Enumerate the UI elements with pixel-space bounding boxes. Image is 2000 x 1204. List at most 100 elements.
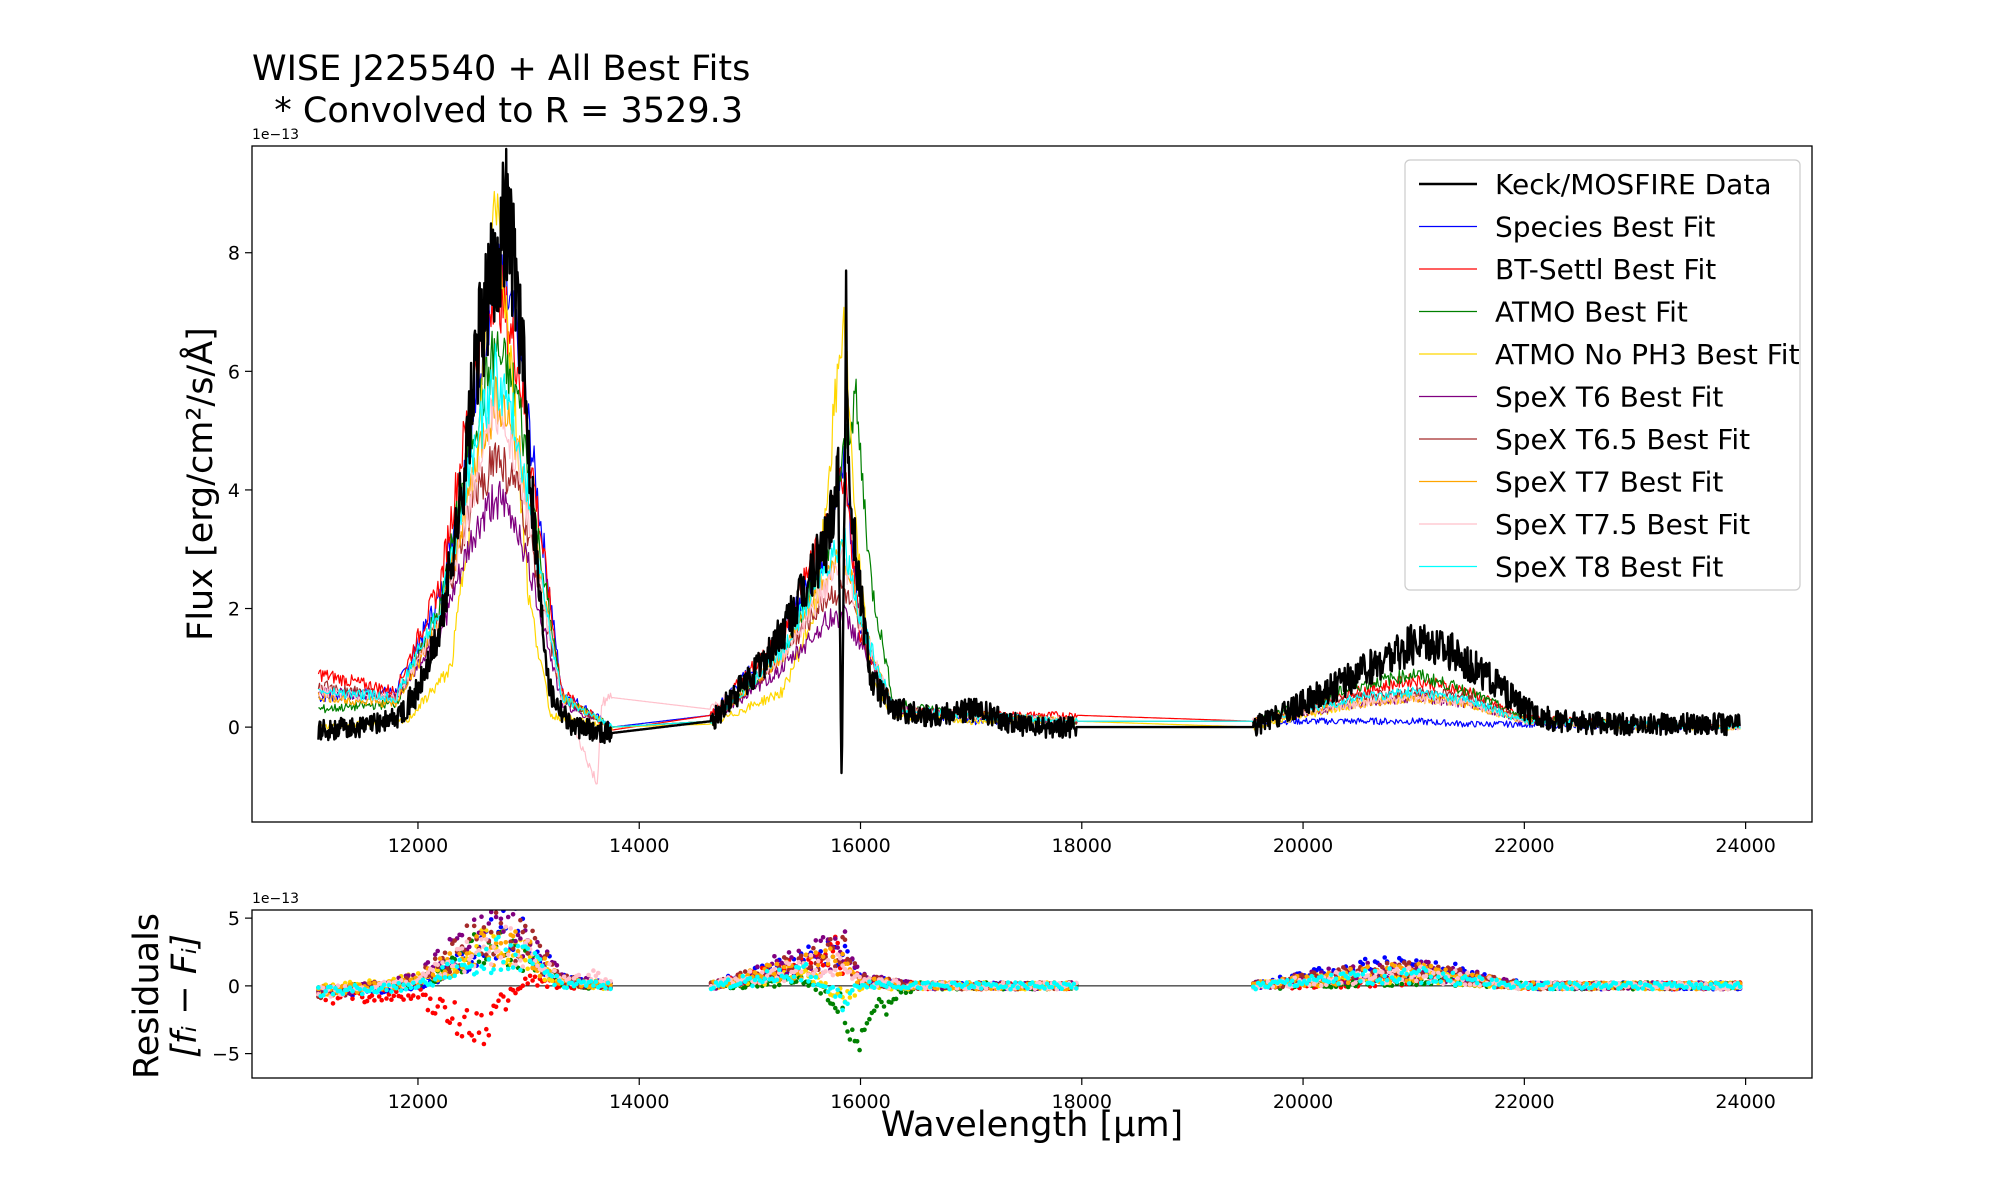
residual-point: [1659, 985, 1665, 991]
residual-point: [1358, 979, 1363, 984]
residual-point: [428, 996, 433, 1001]
residual-point: [501, 959, 506, 965]
residual-point: [513, 952, 518, 958]
residual-point: [1423, 973, 1429, 979]
residual-point: [857, 1047, 862, 1053]
residual-point: [423, 992, 428, 998]
residual-point: [825, 997, 831, 1003]
residual-point: [879, 999, 884, 1005]
residual-point: [1394, 966, 1400, 972]
residual-point: [1287, 982, 1293, 987]
residual-point: [842, 937, 848, 942]
residual-point: [789, 979, 794, 984]
residual-point: [321, 992, 326, 998]
main-y-offset-label: 1e−13: [252, 127, 299, 143]
residual-point: [537, 957, 543, 962]
chart-title-line2: * Convolved to R = 3529.3: [252, 91, 743, 131]
residual-point: [840, 1007, 845, 1013]
residual-point: [913, 980, 918, 985]
residual-point: [503, 947, 509, 952]
residual-point: [1448, 966, 1453, 972]
residual-point: [525, 938, 530, 943]
residual-point: [411, 993, 416, 998]
residual-point: [401, 982, 406, 987]
residual-point: [457, 1022, 462, 1027]
residual-point: [1650, 986, 1655, 992]
residual-point: [505, 998, 511, 1003]
residual-point: [462, 969, 467, 975]
main-plot-frame: [251, 145, 1813, 823]
residual-point: [811, 982, 816, 988]
residual-point: [1074, 986, 1079, 991]
residual-point: [828, 946, 833, 951]
residual-point: [423, 973, 428, 978]
residual-point: [881, 1004, 887, 1009]
residual-point: [794, 979, 799, 984]
residual-point: [1565, 986, 1570, 991]
residual-point: [1569, 986, 1575, 991]
residual-point: [777, 982, 782, 988]
residual-point: [596, 970, 601, 976]
residual-point: [1457, 981, 1463, 987]
residual-point: [828, 969, 833, 975]
residual-point: [1309, 973, 1314, 979]
residual-point: [523, 923, 528, 929]
residual-point: [845, 949, 850, 954]
residual-point: [833, 994, 838, 999]
residuals-y-tick-label: 0: [228, 976, 240, 998]
residual-point: [927, 984, 933, 990]
residual-point: [430, 967, 436, 973]
residual-point: [806, 944, 811, 949]
residual-point: [415, 995, 421, 1000]
residual-point: [340, 991, 346, 997]
residual-point: [459, 932, 465, 938]
residual-point: [447, 1020, 453, 1025]
legend-label-atmo-best-fit: ATMO Best Fit: [1495, 296, 1688, 329]
residual-point: [510, 933, 516, 939]
residual-point: [488, 917, 494, 922]
residual-point: [1533, 985, 1538, 991]
residual-point: [525, 946, 530, 951]
residual-point: [781, 964, 787, 970]
residual-point: [1635, 986, 1641, 991]
residual-point: [925, 980, 931, 985]
residual-point: [823, 948, 828, 953]
residual-point: [603, 985, 608, 991]
main-plot-panel: 12000 14000 16000 18000 20000 22000 24000 0 2 4 6…: [178, 127, 1813, 857]
residual-point: [530, 978, 535, 983]
residual-point: [432, 952, 438, 957]
main-y-tick-label: 8: [228, 243, 240, 265]
residual-point: [1479, 976, 1485, 982]
residual-point: [450, 959, 455, 965]
residual-point: [515, 948, 521, 954]
residual-point: [425, 960, 431, 965]
residual-point: [484, 1026, 489, 1032]
residual-point: [454, 1031, 460, 1036]
residual-point: [330, 991, 336, 997]
residual-point: [796, 959, 802, 965]
residuals-x-tick-label: 14000: [609, 1091, 669, 1113]
residual-point: [979, 986, 984, 991]
residual-point: [837, 971, 843, 977]
residual-point: [542, 977, 547, 983]
residual-point: [430, 983, 436, 988]
residual-point: [896, 980, 901, 986]
residual-point: [1069, 985, 1074, 990]
residual-point: [459, 946, 465, 951]
residual-point: [1328, 984, 1334, 990]
residual-point: [1523, 980, 1529, 986]
residual-point: [1311, 970, 1317, 976]
residual-point: [525, 981, 530, 986]
main-y-tick-label: 2: [228, 599, 240, 621]
residual-point: [535, 983, 540, 988]
residual-point: [825, 989, 831, 995]
residual-point: [760, 970, 765, 975]
residual-point: [600, 982, 606, 988]
residual-point: [772, 971, 777, 977]
residual-point: [1474, 980, 1480, 986]
residual-point: [1008, 986, 1013, 992]
residual-point: [1457, 967, 1463, 972]
residual-point: [544, 952, 550, 957]
residual-point: [1555, 981, 1560, 987]
residual-point: [435, 1004, 441, 1009]
